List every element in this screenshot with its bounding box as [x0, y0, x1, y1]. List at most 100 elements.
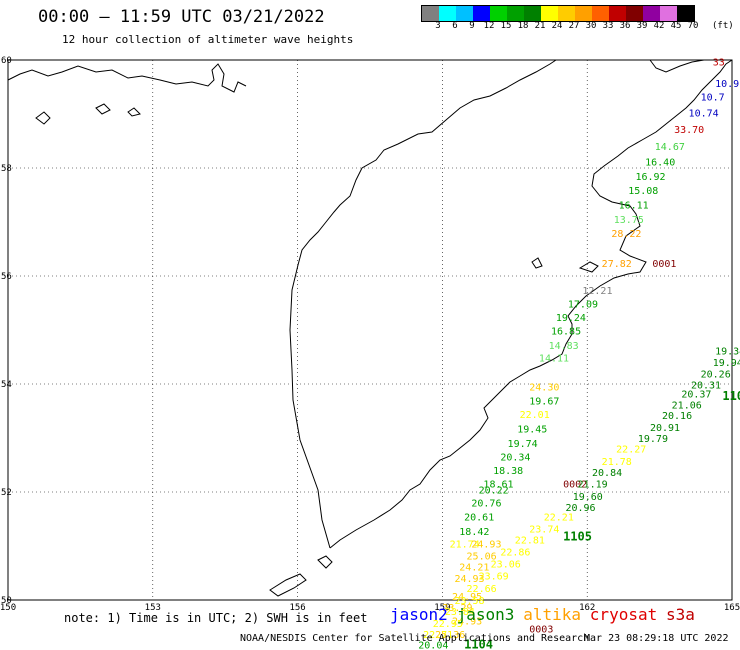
legend-swatch	[609, 6, 626, 21]
wave-height-label: 33.70	[674, 125, 704, 136]
wave-height-label: 1105	[563, 530, 592, 544]
wave-height-label: 20.37	[681, 390, 711, 401]
wave-height-label: 24.93	[471, 540, 501, 551]
legend-swatch	[541, 6, 558, 21]
small-island-4	[531, 257, 543, 269]
wave-height-label: 17.09	[568, 299, 598, 310]
wave-height-label: 0003	[529, 624, 553, 635]
wave-height-label: 19.45	[517, 425, 547, 436]
wave-height-label: 1104	[464, 638, 493, 650]
wave-height-label: 20.76	[471, 499, 501, 510]
wave-height-label: 22.71	[423, 630, 453, 641]
legend-label: 30	[585, 21, 597, 31]
legend-swatch	[456, 6, 473, 21]
wave-height-label: 14.67	[655, 142, 685, 153]
wave-height-label: 24.93	[454, 574, 484, 585]
lat-tick-label: 50	[1, 596, 12, 606]
legend-label: 15	[500, 21, 512, 31]
small-island-3	[127, 107, 141, 117]
legend-swatch	[643, 6, 660, 21]
wave-height-label: 1105	[722, 389, 740, 403]
cape-lopatka	[317, 555, 333, 569]
lon-tick-label: 156	[289, 603, 305, 613]
lon-tick-label: 159	[434, 603, 450, 613]
wave-height-label: 19.34	[715, 346, 740, 357]
wave-height-label: 20.34	[500, 453, 530, 464]
wave-height-label: 33	[713, 57, 725, 68]
wave-height-label: 19.67	[529, 397, 559, 408]
wave-height-label: 20.16	[662, 411, 692, 422]
wave-height-label: 16.92	[635, 172, 665, 183]
wave-height-label: 14.83	[549, 341, 579, 352]
lon-tick-label: 165	[724, 603, 740, 613]
wave-height-label: 23.69	[479, 571, 509, 582]
wave-height-label: 25.36	[435, 630, 465, 641]
wave-height-label: 20.26	[701, 370, 731, 381]
legend-label: 9	[469, 21, 475, 31]
legend-label: 45	[670, 21, 682, 31]
legend-swatch	[524, 6, 541, 21]
wave-height-label: 22.01	[520, 410, 550, 421]
wave-height-label: 20.31	[691, 380, 721, 391]
lon-tick-label: 162	[579, 603, 595, 613]
lon-tick-label: 150	[0, 603, 16, 613]
legend-label: 18	[517, 21, 529, 31]
wave-height-label: 21.78	[602, 457, 632, 468]
satellite-jason3: jason3	[456, 605, 515, 624]
wave-height-label: 24.30	[529, 382, 559, 393]
lat-tick-label: 52	[1, 488, 12, 498]
wave-height-label: 23.29	[442, 603, 472, 614]
credit-line: NOAA/NESDIS Center for Satellite Applica…	[240, 633, 590, 644]
wave-height-label: 23.06	[491, 560, 521, 571]
wave-height-label: 21.06	[672, 400, 702, 411]
wave-height-label: 14.11	[539, 353, 569, 364]
legend-swatch	[575, 6, 592, 21]
legend-swatch	[439, 6, 456, 21]
wave-height-label: 18.61	[483, 480, 513, 491]
lat-tick-label: 58	[1, 164, 12, 174]
commander-island	[578, 261, 599, 273]
wave-height-label: 22.81	[515, 535, 545, 546]
wave-height-label: 20.96	[565, 503, 595, 514]
lat-tick-label: 56	[1, 272, 12, 282]
legend-swatch	[558, 6, 575, 21]
wave-height-label: 18.42	[459, 527, 489, 538]
legend-label: 70	[687, 21, 699, 31]
wave-height-label: 0002	[563, 480, 587, 491]
coastline	[7, 59, 733, 597]
wave-height-label: 19.24	[556, 313, 586, 324]
legend-unit: (ft)	[712, 21, 734, 31]
footnote: note: 1) Time is in UTC; 2) SWH is in fe…	[64, 611, 368, 625]
wave-height-label: 27.82	[602, 259, 632, 270]
wave-height-label: 16.40	[645, 157, 675, 168]
wave-height-label: 22.27	[616, 445, 646, 456]
wave-height-label: 10.74	[689, 109, 719, 120]
shelikhov-coast	[7, 63, 247, 93]
legend-label: 21	[534, 21, 546, 31]
legend-swatch	[677, 6, 694, 21]
wave-height-label: 22.86	[500, 548, 530, 559]
legend-label: 12	[483, 21, 495, 31]
legend-swatch	[592, 6, 609, 21]
wave-height-label: 20.22	[479, 486, 509, 497]
wave-height-label: 20.91	[650, 423, 680, 434]
wave-height-label: 13.75	[614, 215, 644, 226]
satellite-altika: altika	[523, 605, 581, 624]
page-title: 00:00 – 11:59 UTC 03/21/2022	[38, 7, 325, 27]
kuril-island	[269, 573, 307, 597]
wave-height-label: 19.79	[638, 434, 668, 445]
legend-label: 36	[619, 21, 631, 31]
wave-height-label: 28.22	[611, 229, 641, 240]
legend-label: 24	[551, 21, 563, 31]
legend-label: 3	[435, 21, 441, 31]
wave-height-label: 22.66	[467, 584, 497, 595]
satellite-jason2: jason2	[390, 605, 448, 624]
legend-swatch	[490, 6, 507, 21]
wave-height-label: 25.06	[467, 552, 497, 563]
satellite-s3a: s3a	[666, 605, 695, 624]
wave-height-label: 22.21	[544, 513, 574, 524]
wave-height-label: 24.95	[452, 592, 482, 603]
koryak-coast	[649, 59, 705, 73]
lat-tick-label: 54	[1, 380, 12, 390]
